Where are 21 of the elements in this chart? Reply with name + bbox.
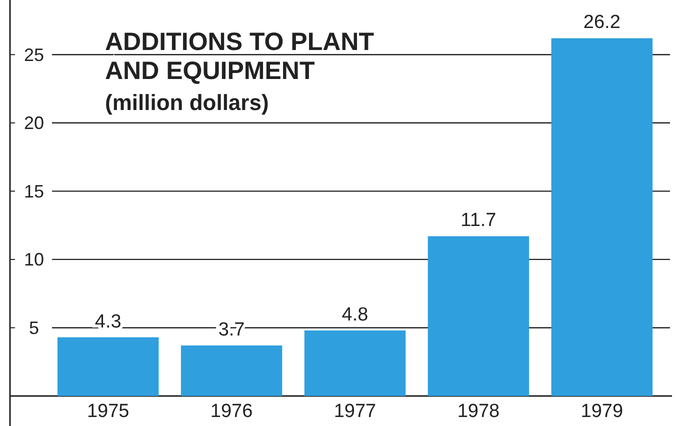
- y-tick-label: 10: [24, 250, 44, 270]
- data-label: 26.2: [583, 12, 620, 34]
- x-tick-label: 1978: [457, 401, 500, 422]
- text: (million dollars): [105, 90, 269, 115]
- data-label: 4.8: [342, 304, 368, 326]
- y-tick-label: 15: [24, 181, 44, 202]
- y-tick-label: 5: [28, 318, 40, 338]
- bar: [428, 236, 530, 396]
- bar: [180, 345, 282, 396]
- data-label: 4.3: [94, 311, 122, 332]
- x-tick-label: 1975: [86, 401, 130, 422]
- x-tick-label: 1979: [580, 401, 624, 422]
- text: ADDITIONS TO PLANT AND EQUIPMENT: [105, 28, 374, 85]
- bar: [304, 330, 406, 396]
- x-tick-label: 1976: [210, 401, 253, 422]
- data-label: 11.7: [460, 210, 496, 232]
- x-tick-label: 1977: [334, 401, 376, 422]
- bar: [551, 38, 653, 396]
- y-tick-label: 25: [24, 44, 44, 65]
- bar: [57, 337, 159, 396]
- y-tick-label: 20: [24, 113, 44, 134]
